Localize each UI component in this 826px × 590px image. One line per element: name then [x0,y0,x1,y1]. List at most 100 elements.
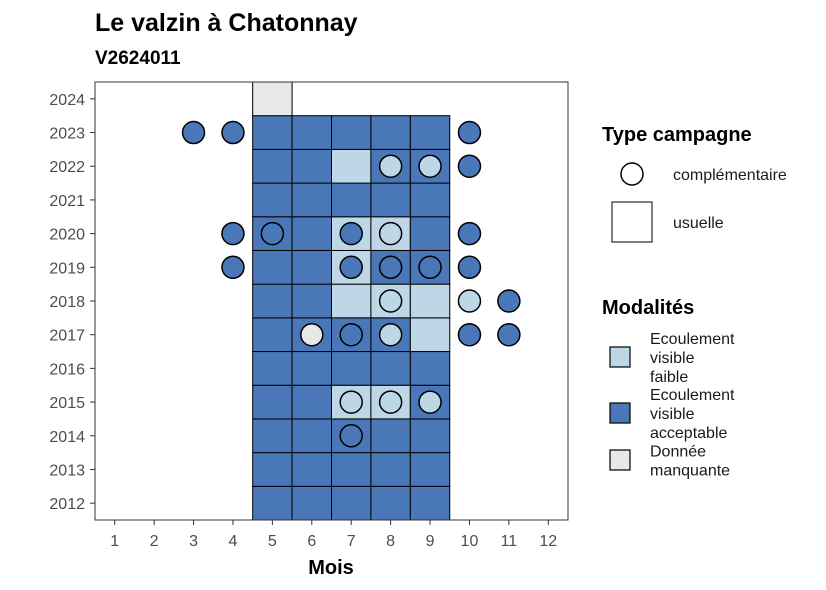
legend-square-key [611,201,653,243]
cell-2024-5 [252,81,293,117]
cell-2012-8 [370,485,411,521]
cell-2012-9 [409,485,451,521]
cell-2021-6 [291,182,333,218]
legend-fill-key-acceptable [609,402,631,424]
cell-2018-7 [331,283,372,319]
point-2019-4 [221,255,245,280]
cell-2018-9 [409,283,451,319]
cell-2016-5 [252,351,293,386]
y-tick-label: 2019 [49,260,85,277]
y-tick-label: 2017 [49,328,85,345]
cell-2021-8 [370,182,411,218]
point-2023-3 [181,120,206,145]
cell-2023-7 [331,115,372,150]
legend-shape-title: Type campagne [602,124,752,146]
cell-2017-5 [252,317,293,353]
y-tick-label: 2012 [49,496,85,513]
y-tick-label: 2021 [49,193,85,210]
legend-fill-title: Modalités [602,297,694,319]
usuelle-cells [252,81,451,521]
cell-2018-5 [252,283,293,319]
y-tick-label: 2014 [49,429,85,446]
cell-2022-5 [252,148,293,184]
cell-2012-5 [252,485,293,521]
y-tick-label: 2015 [49,395,85,412]
point-2017-11 [497,322,521,347]
cell-2022-7 [331,148,372,184]
legend-fill-label: Ecoulement [650,331,735,348]
point-2015-7 [339,390,363,414]
legend-fill-label: acceptable [650,425,727,442]
point-2015-8 [378,390,403,414]
point-2018-11 [497,289,521,313]
x-tick-label: 9 [426,533,435,550]
cell-2021-9 [409,182,451,218]
legend-fill-label: visible [650,406,695,423]
cell-2016-7 [331,351,372,386]
point-2022-10 [457,154,482,178]
point-2023-10 [457,120,482,145]
cell-2013-8 [370,452,411,487]
cell-2017-9 [409,317,451,353]
x-tick-label: 8 [386,533,395,550]
point-2020-8 [378,221,403,246]
cell-2016-6 [291,351,333,386]
x-axis: 1 2 3 4 5 6 7 8 9 10 11 12 [110,520,557,550]
legend-fill-label: visible [650,350,695,367]
cell-2023-6 [291,115,333,150]
legend-fill-label: Donnée [650,444,706,461]
point-2017-8 [378,322,403,347]
cell-2023-5 [252,115,293,150]
cell-2019-6 [291,249,333,285]
legend-circle-key [620,162,644,186]
cell-2013-7 [331,452,372,487]
cell-2013-9 [409,452,451,487]
x-tick-label: 3 [189,533,198,550]
point-2019-7 [339,255,363,280]
y-tick-label: 2023 [49,126,85,143]
point-2020-7 [339,221,363,246]
x-tick-label: 6 [307,533,316,550]
cell-2021-7 [331,182,372,218]
cell-2020-9 [409,216,451,251]
y-tick-label: 2020 [49,227,85,244]
legend-fill-label: faible [650,369,688,386]
legend-fill-key-faible [609,346,631,368]
x-axis-title: Mois [308,557,354,579]
cell-2022-6 [291,148,333,184]
point-2020-4 [221,221,245,246]
complementaire-points [181,120,521,448]
point-2017-10 [457,322,482,347]
y-tick-label: 2016 [49,361,85,378]
legend-fill-label: Ecoulement [650,387,735,404]
cell-2013-5 [252,452,293,487]
x-tick-label: 4 [229,533,238,550]
cell-2014-5 [252,418,293,454]
point-2019-10 [457,255,482,280]
y-tick-label: 2013 [49,462,85,479]
cell-2016-8 [370,351,411,386]
cell-2019-5 [252,249,293,285]
cell-2012-6 [291,485,333,521]
cell-2018-6 [291,283,333,319]
point-2022-8 [378,154,403,178]
point-2022-9 [418,154,442,178]
legend-fill-key-manquante [609,449,631,471]
cell-2012-7 [331,485,372,521]
chart-title: Le valzin à Chatonnay [95,9,358,37]
point-2020-10 [457,221,482,246]
cell-2021-5 [252,182,293,218]
legend-shape-label: usuelle [673,215,724,232]
point-2017-6 [300,322,324,347]
legend-shape-items: complémentaire usuelle [611,162,787,243]
cell-2015-5 [252,384,293,420]
cell-2015-6 [291,384,333,420]
point-2023-4 [221,120,245,145]
x-tick-label: 1 [110,533,119,550]
point-2019-8 [378,255,403,280]
x-tick-label: 5 [268,533,277,550]
legend-shape-label: complémentaire [673,167,787,184]
cell-2020-6 [291,216,333,251]
cell-2014-9 [409,418,451,454]
legend-fill-items: EcoulementvisiblefaibleEcoulementvisible… [609,331,735,480]
